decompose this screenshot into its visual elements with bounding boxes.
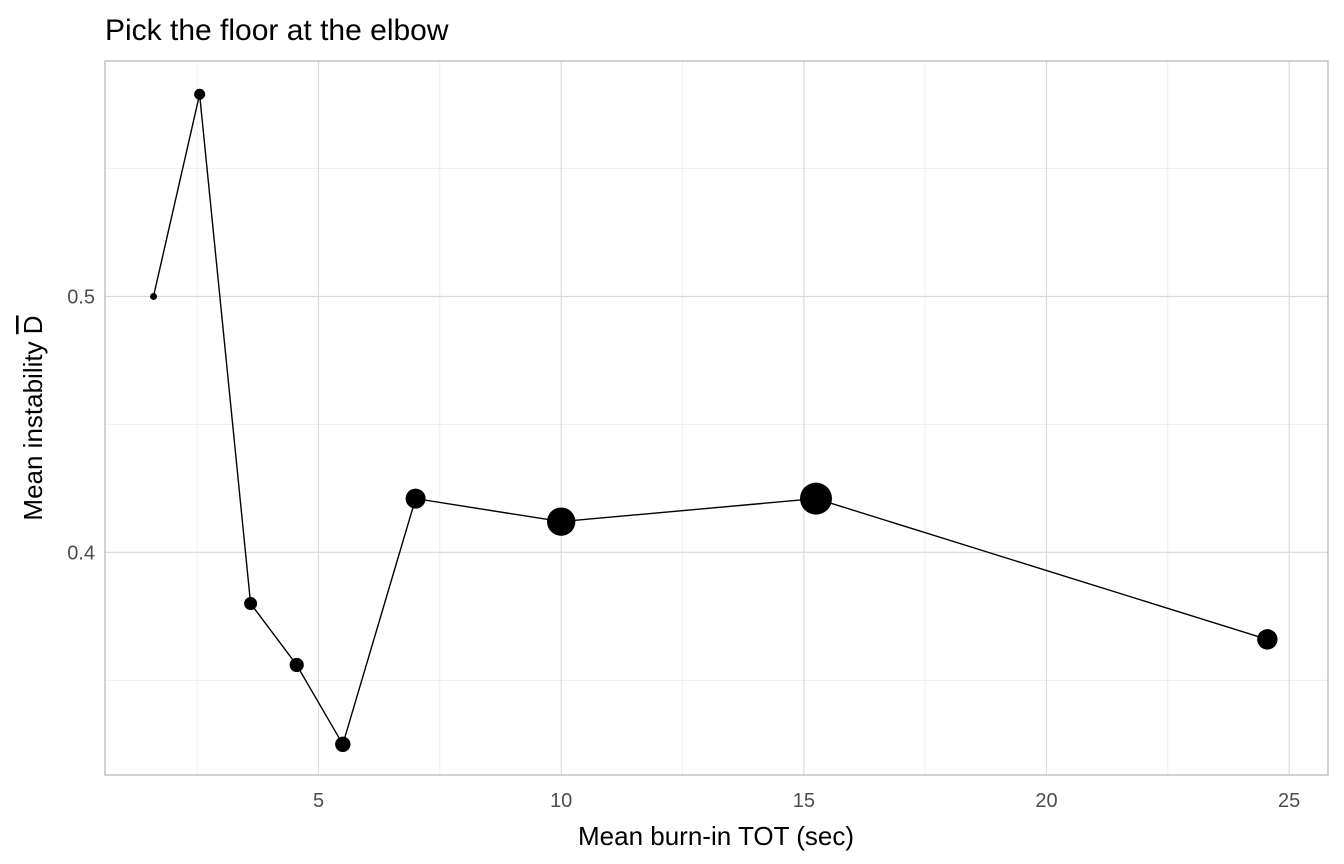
x-tick-label: 20	[1035, 790, 1057, 812]
data-point	[335, 736, 351, 752]
x-tick-label: 25	[1278, 790, 1300, 812]
x-axis-ticks: 5 10 15 20 25	[313, 790, 1300, 812]
y-axis-title: Mean instability D	[18, 315, 48, 520]
chart-title: Pick the floor at the elbow	[105, 14, 449, 47]
y-axis-title-symbol: D	[18, 315, 48, 334]
data-point	[289, 657, 304, 673]
data-point	[194, 88, 206, 100]
y-tick-label: 0.4	[67, 542, 95, 564]
y-axis-ticks: 0.4 0.5	[67, 286, 95, 564]
series	[150, 88, 1278, 752]
data-point	[405, 488, 426, 509]
x-axis-title: Mean burn-in TOT (sec)	[578, 821, 854, 851]
data-point	[546, 507, 576, 536]
data-point	[244, 597, 258, 611]
data-point	[799, 482, 832, 515]
plot-panel	[104, 60, 1329, 776]
x-tick-label: 10	[550, 790, 572, 812]
minor-gridlines	[105, 61, 1328, 775]
y-tick-label: 0.5	[67, 286, 95, 308]
x-tick-label: 15	[793, 790, 815, 812]
major-gridlines	[105, 61, 1328, 775]
data-point	[150, 292, 158, 300]
y-axis-title-text: Mean instability	[18, 334, 48, 520]
series-line	[152, 94, 1268, 747]
x-tick-label: 5	[313, 790, 324, 812]
data-point	[1257, 629, 1278, 650]
